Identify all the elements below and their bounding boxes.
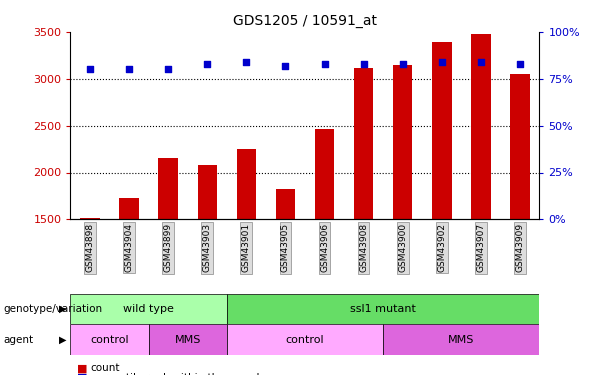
Text: GSM43906: GSM43906 (320, 223, 329, 272)
Bar (158, 158, 178, 219)
Text: ▶: ▶ (59, 304, 67, 314)
Bar (197, 165, 217, 219)
Bar (149, 324, 227, 355)
Text: ▶: ▶ (59, 335, 67, 345)
Bar (70, 324, 149, 355)
Text: genotype/variation: genotype/variation (3, 304, 102, 314)
Text: GSM43904: GSM43904 (124, 223, 134, 272)
Point (359, 61, 368, 67)
Point (85, 66, 95, 72)
Text: MMS: MMS (448, 335, 474, 345)
Text: control: control (286, 335, 324, 345)
Point (163, 66, 173, 72)
Title: GDS1205 / 10591_at: GDS1205 / 10591_at (233, 14, 377, 28)
Bar (314, 129, 334, 219)
Bar (80, 218, 100, 219)
Text: GSM43907: GSM43907 (476, 223, 485, 272)
Bar (227, 324, 383, 355)
Bar (432, 42, 452, 219)
Text: GSM43902: GSM43902 (437, 223, 446, 272)
Text: MMS: MMS (175, 335, 201, 345)
Bar (227, 294, 539, 324)
Bar (383, 324, 539, 355)
Bar (510, 74, 530, 219)
Text: control: control (90, 335, 129, 345)
Text: GSM43909: GSM43909 (516, 223, 524, 272)
Point (124, 66, 134, 72)
Bar (276, 189, 295, 219)
Bar (70, 294, 227, 324)
Text: ■: ■ (77, 373, 87, 375)
Text: percentile rank within the sample: percentile rank within the sample (90, 373, 266, 375)
Text: GSM43898: GSM43898 (86, 223, 94, 272)
Point (476, 59, 485, 65)
Bar (120, 198, 139, 219)
Bar (471, 34, 490, 219)
Text: GSM43903: GSM43903 (203, 223, 211, 272)
Text: GSM43900: GSM43900 (398, 223, 407, 272)
Point (242, 59, 251, 65)
Point (281, 63, 291, 69)
Text: GSM43908: GSM43908 (359, 223, 368, 272)
Text: ssl1 mutant: ssl1 mutant (350, 304, 416, 314)
Text: GSM43905: GSM43905 (281, 223, 290, 272)
Point (515, 61, 525, 67)
Point (437, 59, 447, 65)
Bar (393, 64, 413, 219)
Text: agent: agent (3, 335, 33, 345)
Text: GSM43899: GSM43899 (164, 223, 173, 272)
Bar (354, 68, 373, 219)
Text: wild type: wild type (123, 304, 174, 314)
Text: GSM43901: GSM43901 (242, 223, 251, 272)
Bar (237, 149, 256, 219)
Point (398, 61, 408, 67)
Text: count: count (90, 363, 120, 373)
Text: ■: ■ (77, 363, 87, 373)
Point (202, 61, 212, 67)
Point (319, 61, 329, 67)
